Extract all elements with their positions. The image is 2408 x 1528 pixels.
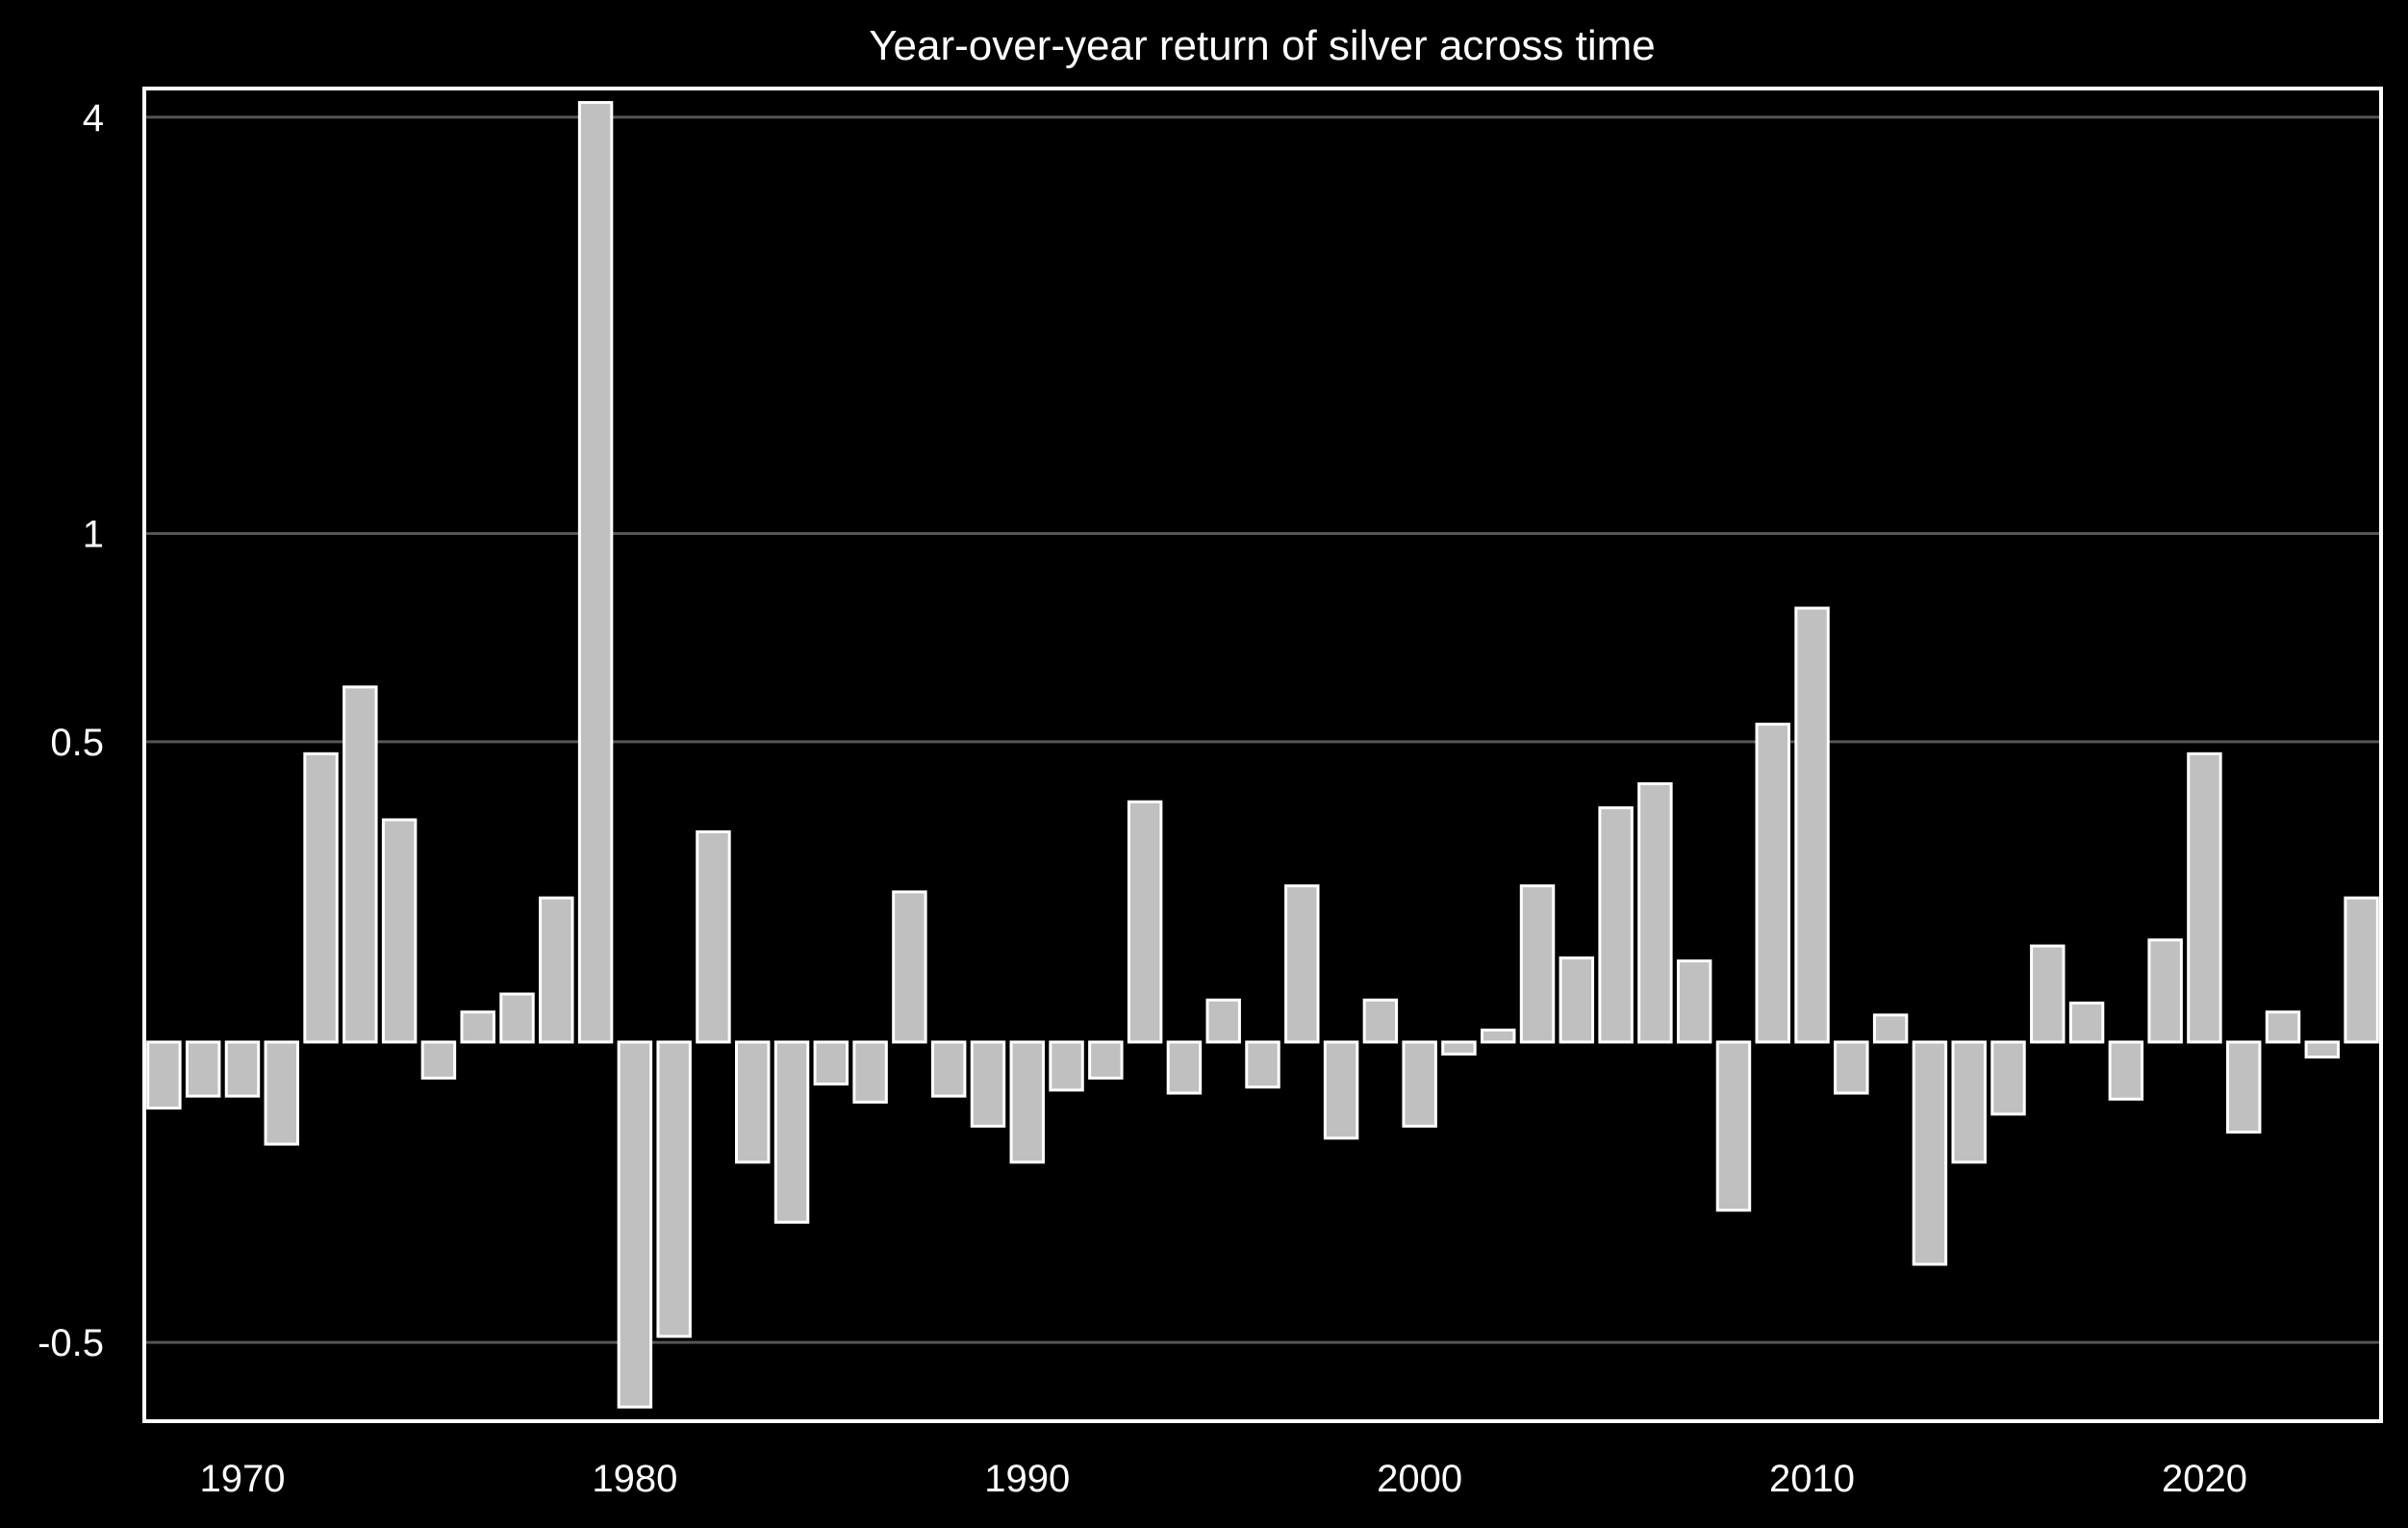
y-gridlines — [144, 115, 2381, 1344]
bar — [1559, 956, 1595, 1044]
bar — [264, 1040, 299, 1146]
bar — [1402, 1040, 1437, 1128]
bar — [773, 1040, 810, 1224]
bar — [1362, 998, 1399, 1044]
bar — [735, 1040, 771, 1164]
bar — [1637, 782, 1673, 1044]
bar — [1009, 1040, 1045, 1164]
bar — [2147, 938, 2183, 1044]
plot-frame — [142, 87, 2383, 1423]
bar — [892, 890, 927, 1044]
bar — [2304, 1040, 2341, 1059]
x-tick-label: 1990 — [984, 1458, 1070, 1500]
y-tick-labels: 4 1 0.5 -0.5 — [38, 97, 104, 1364]
bar — [656, 1040, 692, 1338]
bar — [2344, 896, 2379, 1044]
bar — [970, 1040, 1006, 1128]
bar — [420, 1040, 457, 1080]
bars — [146, 101, 2379, 1409]
bar — [617, 1040, 653, 1409]
bar — [342, 685, 378, 1044]
bar — [930, 1040, 967, 1098]
bar — [460, 1010, 495, 1044]
bar — [1755, 723, 1790, 1044]
bar — [2226, 1040, 2262, 1134]
x-tick-label: 2010 — [1769, 1458, 1855, 1500]
bar — [2265, 1010, 2301, 1044]
bar — [1794, 606, 1830, 1044]
y-tick-label: 4 — [83, 97, 104, 140]
x-tick-labels: 1970 1980 1990 2000 2010 2020 — [199, 1458, 2246, 1500]
x-tick-label: 1980 — [592, 1458, 677, 1500]
bar — [2068, 1001, 2105, 1044]
bar — [1715, 1040, 1752, 1212]
bar — [2108, 1040, 2144, 1101]
x-tick-label: 1970 — [199, 1458, 285, 1500]
bar — [2030, 944, 2066, 1044]
bar — [381, 818, 418, 1044]
chart-title: Year-over-year return of silver across t… — [869, 22, 1656, 69]
bar — [539, 896, 574, 1044]
bar — [1912, 1040, 1948, 1266]
bar — [1441, 1040, 1477, 1056]
bar — [813, 1040, 849, 1086]
bar — [1088, 1040, 1124, 1080]
bar — [303, 751, 339, 1044]
bar — [1127, 800, 1163, 1044]
bar — [1049, 1040, 1084, 1092]
bar — [1481, 1028, 1516, 1044]
bar — [1990, 1040, 2026, 1116]
bar — [2187, 751, 2222, 1044]
bar — [1834, 1040, 1869, 1095]
bar — [1676, 959, 1712, 1044]
bar — [852, 1040, 888, 1104]
bar — [1205, 998, 1241, 1044]
bar — [1598, 805, 1634, 1044]
bar — [185, 1040, 221, 1098]
y-tick-label: -0.5 — [38, 1322, 104, 1364]
bar — [1519, 884, 1556, 1044]
bar — [1872, 1013, 1909, 1044]
x-tick-label: 2020 — [2162, 1458, 2247, 1500]
bar — [1245, 1040, 1280, 1089]
bar — [1166, 1040, 1203, 1095]
bar — [577, 101, 614, 1044]
bar — [499, 992, 535, 1044]
y-tick-label: 1 — [83, 513, 104, 555]
x-tick-label: 2000 — [1377, 1458, 1462, 1500]
bar — [696, 829, 731, 1044]
y-tick-label: 0.5 — [50, 722, 104, 764]
bar — [146, 1040, 182, 1110]
bar — [224, 1040, 261, 1098]
bar — [1284, 884, 1320, 1044]
bar — [1323, 1040, 1359, 1140]
bar — [1951, 1040, 1987, 1164]
